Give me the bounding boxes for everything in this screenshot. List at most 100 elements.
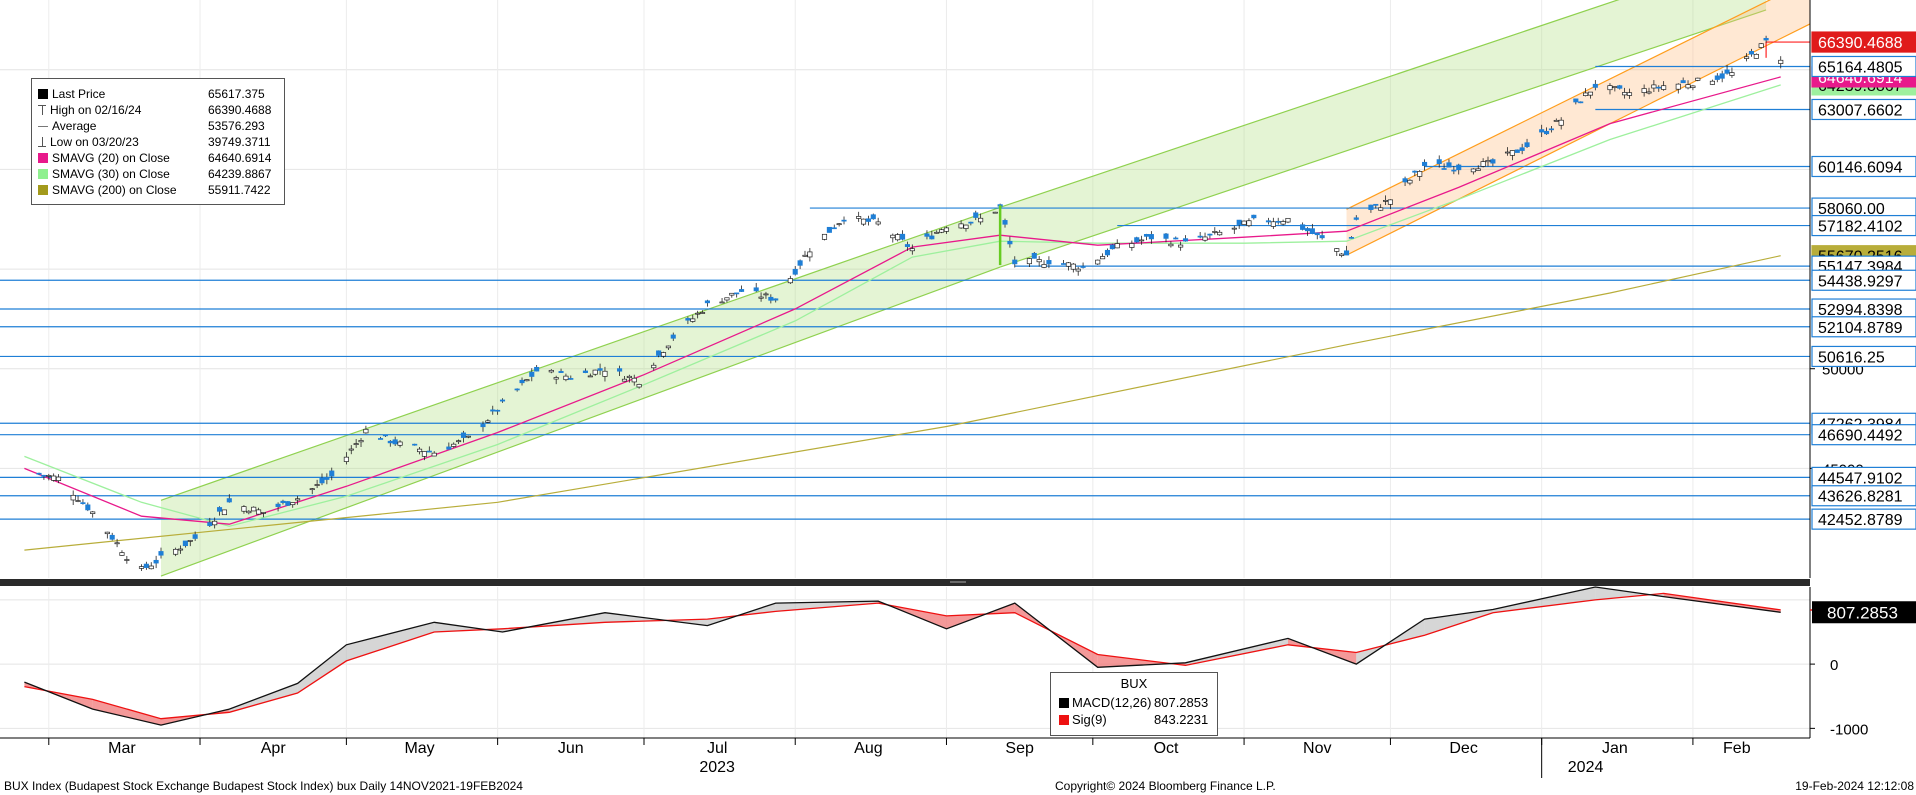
- price-candle: [934, 230, 940, 234]
- price-candle: [85, 502, 91, 512]
- price-candle: [104, 531, 110, 539]
- price-candle: [836, 223, 842, 227]
- green-channel-upper: [160, 206, 1001, 501]
- price-candle: [670, 332, 676, 341]
- price-candle: [1422, 159, 1428, 171]
- panel-divider[interactable]: [0, 579, 1810, 586]
- price-candle: [241, 505, 247, 514]
- month-label: Jun: [558, 740, 584, 757]
- price-axis-value-label: 52104.8789: [1811, 316, 1916, 338]
- price-candle: [773, 298, 779, 303]
- svg-text:52994.8398: 52994.8398: [1818, 302, 1903, 319]
- svg-text:44547.9102: 44547.9102: [1818, 470, 1903, 487]
- price-candle: [343, 452, 349, 465]
- legend-swatch-icon: [1059, 698, 1069, 708]
- price-candle: [114, 538, 120, 548]
- price-candle: [651, 362, 657, 371]
- price-candle: [1246, 218, 1252, 228]
- price-candle: [285, 501, 291, 506]
- price-axis-value-label: 60146.6094: [1811, 155, 1916, 178]
- price-candle: [1348, 236, 1354, 239]
- legend-item-value: 64640.6914: [208, 151, 272, 165]
- price-candle: [1197, 231, 1203, 239]
- price-candle: [1622, 87, 1628, 99]
- macd-diff-segment: [1595, 587, 1664, 600]
- legend-item-label: Average: [52, 119, 97, 133]
- square-marker-icon: [38, 89, 48, 99]
- price-candle: [787, 275, 793, 284]
- price-candle: [860, 218, 867, 226]
- legend-item-value: 39749.3711: [208, 135, 271, 149]
- price-candle: [1007, 236, 1013, 248]
- legend-item-label: SMAVG (200) on Close: [52, 183, 177, 197]
- price-candle: [1485, 156, 1491, 167]
- price-candle: [275, 502, 281, 512]
- price-candle: [534, 365, 540, 372]
- price-candle: [1387, 199, 1393, 210]
- price-candle: [1612, 86, 1618, 92]
- price-axis-value-label: 65164.4805: [1811, 55, 1916, 78]
- price-candle: [260, 512, 267, 518]
- price-candle: [51, 473, 57, 482]
- price-candle: [485, 419, 491, 424]
- price-candle: [875, 217, 881, 226]
- price-candle: [1134, 236, 1140, 243]
- price-candle: [963, 224, 969, 232]
- price-candle: [173, 547, 179, 557]
- year-label: 2024: [1568, 759, 1604, 776]
- price-candle: [636, 383, 642, 389]
- orange-channel-lower: [1346, 23, 1811, 256]
- price-candle: [699, 310, 706, 314]
- price-candle: [480, 421, 486, 432]
- price-candle: [548, 369, 554, 374]
- price-candle: [280, 499, 286, 505]
- price-candle: [1778, 56, 1784, 69]
- price-candle: [465, 435, 471, 439]
- price-candle: [1548, 126, 1554, 133]
- price-candle: [216, 506, 223, 516]
- macd-axis-tick-label: 0: [1830, 657, 1838, 674]
- footer-security: BUX Index (Budapest Stock Exchange Budap…: [4, 779, 523, 793]
- price-candle: [968, 221, 974, 226]
- orange-channel-upper: [1346, 0, 1772, 210]
- price-candle: [46, 473, 52, 481]
- price-candle: [1212, 227, 1218, 235]
- price-candle: [831, 224, 837, 230]
- price-candle: [1061, 260, 1067, 265]
- price-candle: [417, 447, 423, 455]
- green-channel-ext-upper: [999, 0, 1620, 208]
- price-candle: [978, 213, 984, 225]
- price-candle: [138, 564, 145, 571]
- price-candle: [856, 211, 862, 222]
- price-axis-value-label: 66390.4688: [1811, 31, 1916, 53]
- green-channel-fill: [160, 207, 1001, 577]
- price-candle: [865, 215, 871, 226]
- price-candle: [1578, 101, 1584, 104]
- price-candle: [446, 442, 452, 450]
- price-candle: [55, 474, 62, 484]
- price-candle: [1065, 262, 1071, 271]
- svg-text:63007.6602: 63007.6602: [1818, 102, 1903, 119]
- price-candle: [363, 425, 369, 434]
- macd-diff-segment: [229, 683, 298, 713]
- price-candle: [153, 555, 159, 569]
- legend-item: SMAVG (20) on Close 64640.6914: [38, 151, 271, 166]
- square-marker-icon: [38, 153, 48, 163]
- price-candle: [124, 555, 130, 564]
- green-channel-lower: [160, 266, 1001, 577]
- price-candle: [739, 285, 745, 292]
- price-panel: 450005000064239.886755670.251664640.6914…: [0, 0, 1916, 578]
- price-candle: [929, 230, 935, 240]
- price-candle: [973, 210, 979, 221]
- price-candle: [1378, 204, 1384, 211]
- price-candle: [890, 233, 896, 243]
- price-candle: [1002, 218, 1008, 228]
- price-candle: [70, 490, 76, 506]
- price-candle: [246, 510, 252, 515]
- price-candle: [1543, 127, 1550, 135]
- price-candle: [870, 213, 876, 220]
- macd-panel: 0 -1000 807.2853: [0, 586, 1916, 738]
- price-candle: [1690, 85, 1696, 91]
- price-candle: [626, 374, 632, 383]
- price-candle: [1524, 138, 1530, 148]
